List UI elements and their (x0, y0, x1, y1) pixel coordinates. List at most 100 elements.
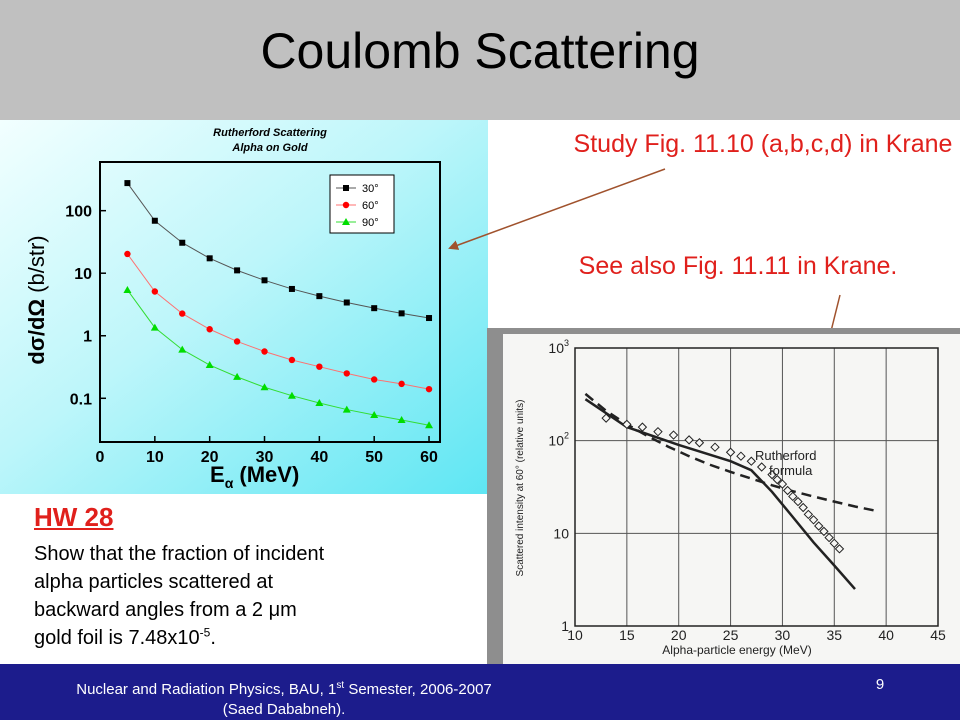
x-tick-label: 30 (256, 449, 274, 466)
data-point (653, 426, 663, 437)
data-point (756, 462, 767, 472)
data-point (150, 323, 159, 331)
data-point (370, 411, 379, 419)
data-point (151, 288, 159, 295)
x-tick-label: 0 (96, 449, 105, 466)
data-point (772, 474, 782, 485)
legend-marker (342, 201, 350, 209)
data-point (370, 376, 378, 383)
data-point (260, 383, 269, 391)
y-ticks: 0.1 1 10 100 (65, 204, 106, 408)
data-point (767, 469, 777, 480)
x-ticks: 0 10 20 30 40 50 60 (96, 436, 438, 466)
data-point (398, 380, 405, 388)
series-line-2 (127, 289, 430, 426)
data-point (777, 479, 788, 489)
y-tick-label: 102 (548, 431, 569, 449)
footer-line-2: (Saed Dababneh). (222, 701, 346, 718)
x-tick-label: 10 (146, 449, 164, 466)
footer-band (0, 664, 960, 720)
data-point (829, 538, 839, 549)
x-tick-label: 40 (878, 627, 894, 643)
data-point (371, 305, 378, 312)
x-tick-label: 60 (420, 449, 438, 466)
data-point (261, 348, 268, 355)
data-point (788, 491, 798, 502)
chart-background (0, 120, 488, 494)
y-tick-label: 100 (65, 204, 92, 221)
chart-title: Rutherford Scattering (213, 127, 327, 139)
note-study-fig: Study Fig. 11.10 (a,b,c,d) in Krane (573, 130, 953, 158)
data-point (178, 345, 187, 353)
data-point (343, 299, 350, 306)
data-point (684, 435, 694, 445)
data-point (622, 419, 632, 430)
curve-label-formula: formula (769, 463, 813, 478)
y-tick-label: 103 (548, 338, 569, 356)
footer-line-1: Nuclear and Radiation Physics, BAU, 1st … (76, 680, 492, 698)
x-tick-label: 25 (723, 627, 739, 643)
data-point (426, 315, 433, 322)
data-point (233, 372, 242, 380)
data-point (710, 442, 720, 452)
data-point (798, 502, 808, 513)
series-line-0 (127, 182, 430, 319)
x-tick-label: 15 (619, 627, 635, 643)
legend-box (329, 174, 395, 234)
data-point (179, 310, 186, 317)
homework-text: Show that the fraction of incident alpha… (34, 540, 444, 652)
homework-line-1: Show that the fraction of incident (34, 543, 325, 565)
data-point (425, 385, 433, 393)
footer-course-info: Nuclear and Radiation Physics, BAU, 1st … (0, 676, 568, 720)
chart-subtitle: Alpha on Gold (231, 142, 307, 154)
mu-symbol: μ (268, 599, 281, 621)
plot-frame (574, 347, 939, 627)
series-layer (123, 180, 434, 429)
data-point (808, 515, 819, 525)
data-point (819, 526, 829, 537)
data-points (601, 413, 845, 554)
homework-line-4: gold foil is 7.48x10-5. (34, 625, 216, 649)
data-point (206, 326, 213, 333)
rutherford-chart: Rutherford Scattering Alpha on Gold 0 10 2… (0, 120, 488, 494)
legend: 30° 60° 90° (329, 174, 395, 234)
homework-line-2: alpha particles scattered at (34, 571, 274, 593)
y-tick-label: 1 (83, 329, 92, 346)
x-tick-label: 10 (567, 627, 583, 643)
measured-curve (584, 398, 856, 590)
data-point (637, 422, 648, 432)
note-see-also: See also Fig. 11.11 in Krane. (578, 252, 898, 280)
y-tick-label: 0.1 (70, 391, 92, 408)
data-point (793, 496, 803, 507)
data-point (397, 415, 406, 423)
slide-title: Coulomb Scattering (260, 23, 700, 79)
legend-marker (343, 185, 349, 191)
series-line-1 (127, 253, 430, 390)
data-point (288, 356, 296, 364)
x-tick-label: 50 (365, 449, 383, 466)
data-point (287, 391, 296, 399)
data-point (725, 447, 736, 457)
data-point (746, 456, 757, 466)
scan-paper (503, 334, 960, 664)
data-point (315, 399, 324, 407)
y-axis-label: Scattered intensity at 60° (relative uni… (515, 400, 526, 577)
data-point (261, 277, 268, 284)
data-point (288, 285, 295, 292)
data-point (425, 421, 434, 429)
x-tick-label: 20 (671, 627, 687, 643)
y-tick-label: 10 (553, 525, 569, 541)
x-tick-label: 40 (310, 449, 328, 466)
data-point (343, 370, 350, 377)
x-tick-label: 45 (930, 627, 946, 643)
data-point (398, 310, 405, 317)
data-point (782, 485, 793, 496)
data-point (342, 405, 351, 413)
plot-frame (99, 161, 441, 443)
y-tick-label: 10 (74, 266, 92, 283)
legend-label: 60° (362, 200, 379, 212)
data-point (814, 521, 824, 531)
data-point (151, 217, 158, 224)
data-point (123, 285, 132, 293)
data-point (316, 293, 323, 300)
